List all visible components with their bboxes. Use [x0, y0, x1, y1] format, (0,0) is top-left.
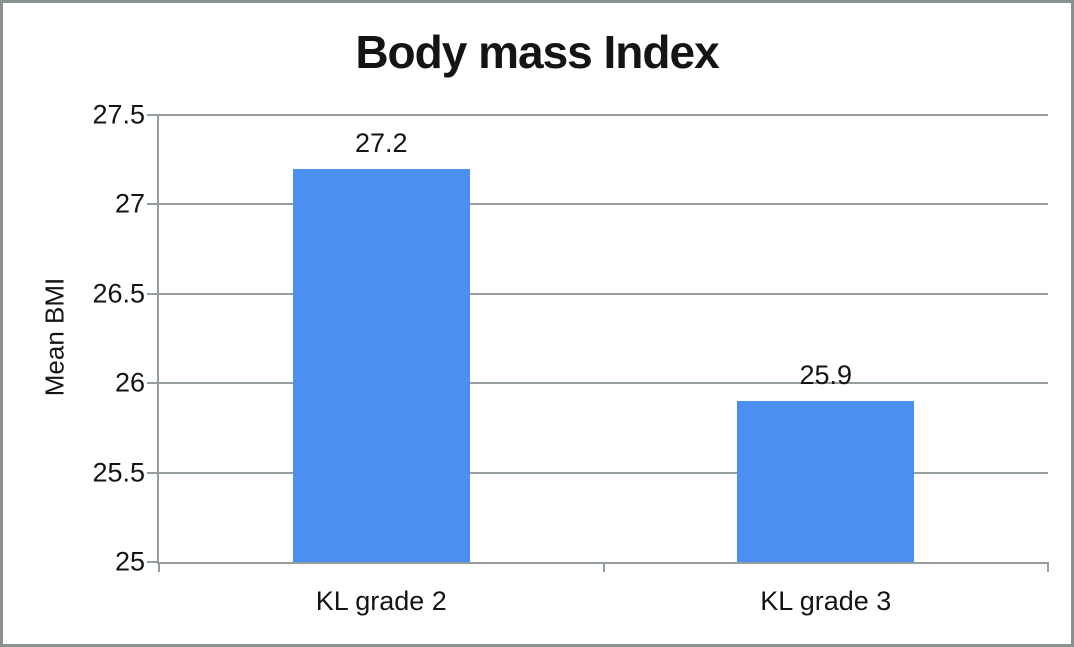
x-category-label: KL grade 2: [315, 586, 447, 616]
y-tick-label: 26.5: [92, 278, 145, 309]
x-axis-tick: [602, 562, 605, 572]
y-axis-tick: [147, 471, 159, 474]
y-tick-label: 27: [114, 188, 145, 219]
chart-title: Body mass Index: [355, 26, 719, 78]
x-axis-tick: [158, 562, 160, 572]
gridline: [159, 382, 1048, 385]
bar: [292, 168, 470, 562]
gridline: [159, 471, 1048, 474]
y-axis-tick: [147, 114, 159, 116]
gridline: [159, 114, 1048, 116]
y-axis-tick: [147, 382, 159, 385]
y-axis-tick: [147, 292, 159, 295]
y-tick-label: 27.5: [92, 99, 145, 130]
y-tick-label: 25.5: [92, 457, 145, 488]
bar-value-label: 25.9: [799, 360, 853, 391]
y-tick-label: 25: [114, 546, 145, 577]
bar-value-label: 27.2: [354, 127, 408, 158]
plot-area: 25 25.5 26 26.5 27 27.5 27.2 KL grade 2 25.9 KL g…: [92, 101, 1049, 615]
y-tick-label: 26: [114, 367, 145, 398]
y-axis-title: Mean BMI: [39, 277, 70, 397]
x-axis-tick: [1047, 562, 1049, 572]
x-category-label: KL grade 3: [760, 586, 892, 616]
gridline: [159, 203, 1048, 206]
gridline: [159, 292, 1048, 295]
y-axis-tick: [147, 203, 159, 206]
bar: [737, 401, 915, 562]
y-axis-tick: [147, 561, 159, 563]
